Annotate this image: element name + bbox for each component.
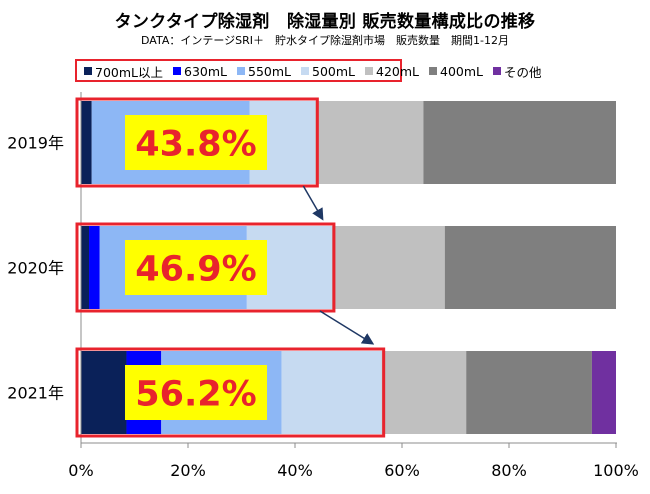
legend-swatch [301,67,309,75]
bar-segment [444,226,616,309]
share-label-bg [125,115,267,170]
legend-label: その他 [504,64,542,80]
legend-label: 550mL [248,63,291,79]
highlight-box [75,222,336,313]
bar-segment [381,351,467,434]
legend-swatch [365,67,373,75]
legend-swatch [84,67,92,75]
legend-item: 550mL [237,64,291,79]
chart-subtitle: DATA：インテージSRI＋ 貯水タイプ除湿剤市場 販売数量 期間1-12月 [141,34,509,47]
bar-segment [81,351,127,434]
legend-swatch [173,67,181,75]
bar-segment [89,226,100,309]
share-label: 43.8% [135,125,256,165]
bar-segment [423,101,616,184]
bar-segment [331,226,445,309]
bar-segment [315,101,424,184]
bar-segment [281,351,382,434]
share-label-bg [125,365,267,420]
category-label: 2021年 [7,384,64,403]
share-label: 46.9% [135,250,256,290]
legend-swatch [237,67,245,75]
legend-item: その他 [493,62,542,81]
highlight-box [75,347,386,438]
category-label: 2020年 [7,259,64,278]
x-tick-label: 100% [593,461,639,480]
legend-swatch [429,67,437,75]
x-tick-label: 0% [68,461,93,480]
x-tick-label: 60% [384,461,420,480]
legend-swatch [493,67,501,75]
x-tick-label: 80% [491,461,527,480]
legend-label: 400mL [440,63,483,79]
legend-item: 630mL [173,64,227,79]
share-label: 56.2% [135,375,256,415]
legend-item: 500mL [301,64,355,79]
legend-item: 420mL [365,64,419,79]
bar-segment [466,351,592,434]
legend-highlight-box [75,59,402,82]
chart-title: タンクタイプ除湿剤 除湿量別 販売数量構成比の推移 [114,12,536,32]
x-tick-label: 40% [277,461,313,480]
highlight-box [75,97,319,188]
legend-item: 700mL以上 [84,62,163,81]
x-tick-label: 20% [170,461,206,480]
connector-arrow [302,185,324,221]
bar-segment [81,101,92,184]
legend-label: 700mL以上 [95,64,163,80]
bar-segment [81,226,90,309]
legend-label: 500mL [312,63,355,79]
legend-item: 400mL [429,64,483,79]
legend-label: 630mL [184,63,227,79]
connector-arrow [319,310,375,345]
legend-label: 420mL [376,63,419,79]
share-label-bg [125,240,267,295]
category-label: 2019年 [7,134,64,153]
bar-segment [591,351,616,434]
legend: 700mL以上 630mL 550mL 500mL 420mL 400mL その他 [84,62,552,80]
